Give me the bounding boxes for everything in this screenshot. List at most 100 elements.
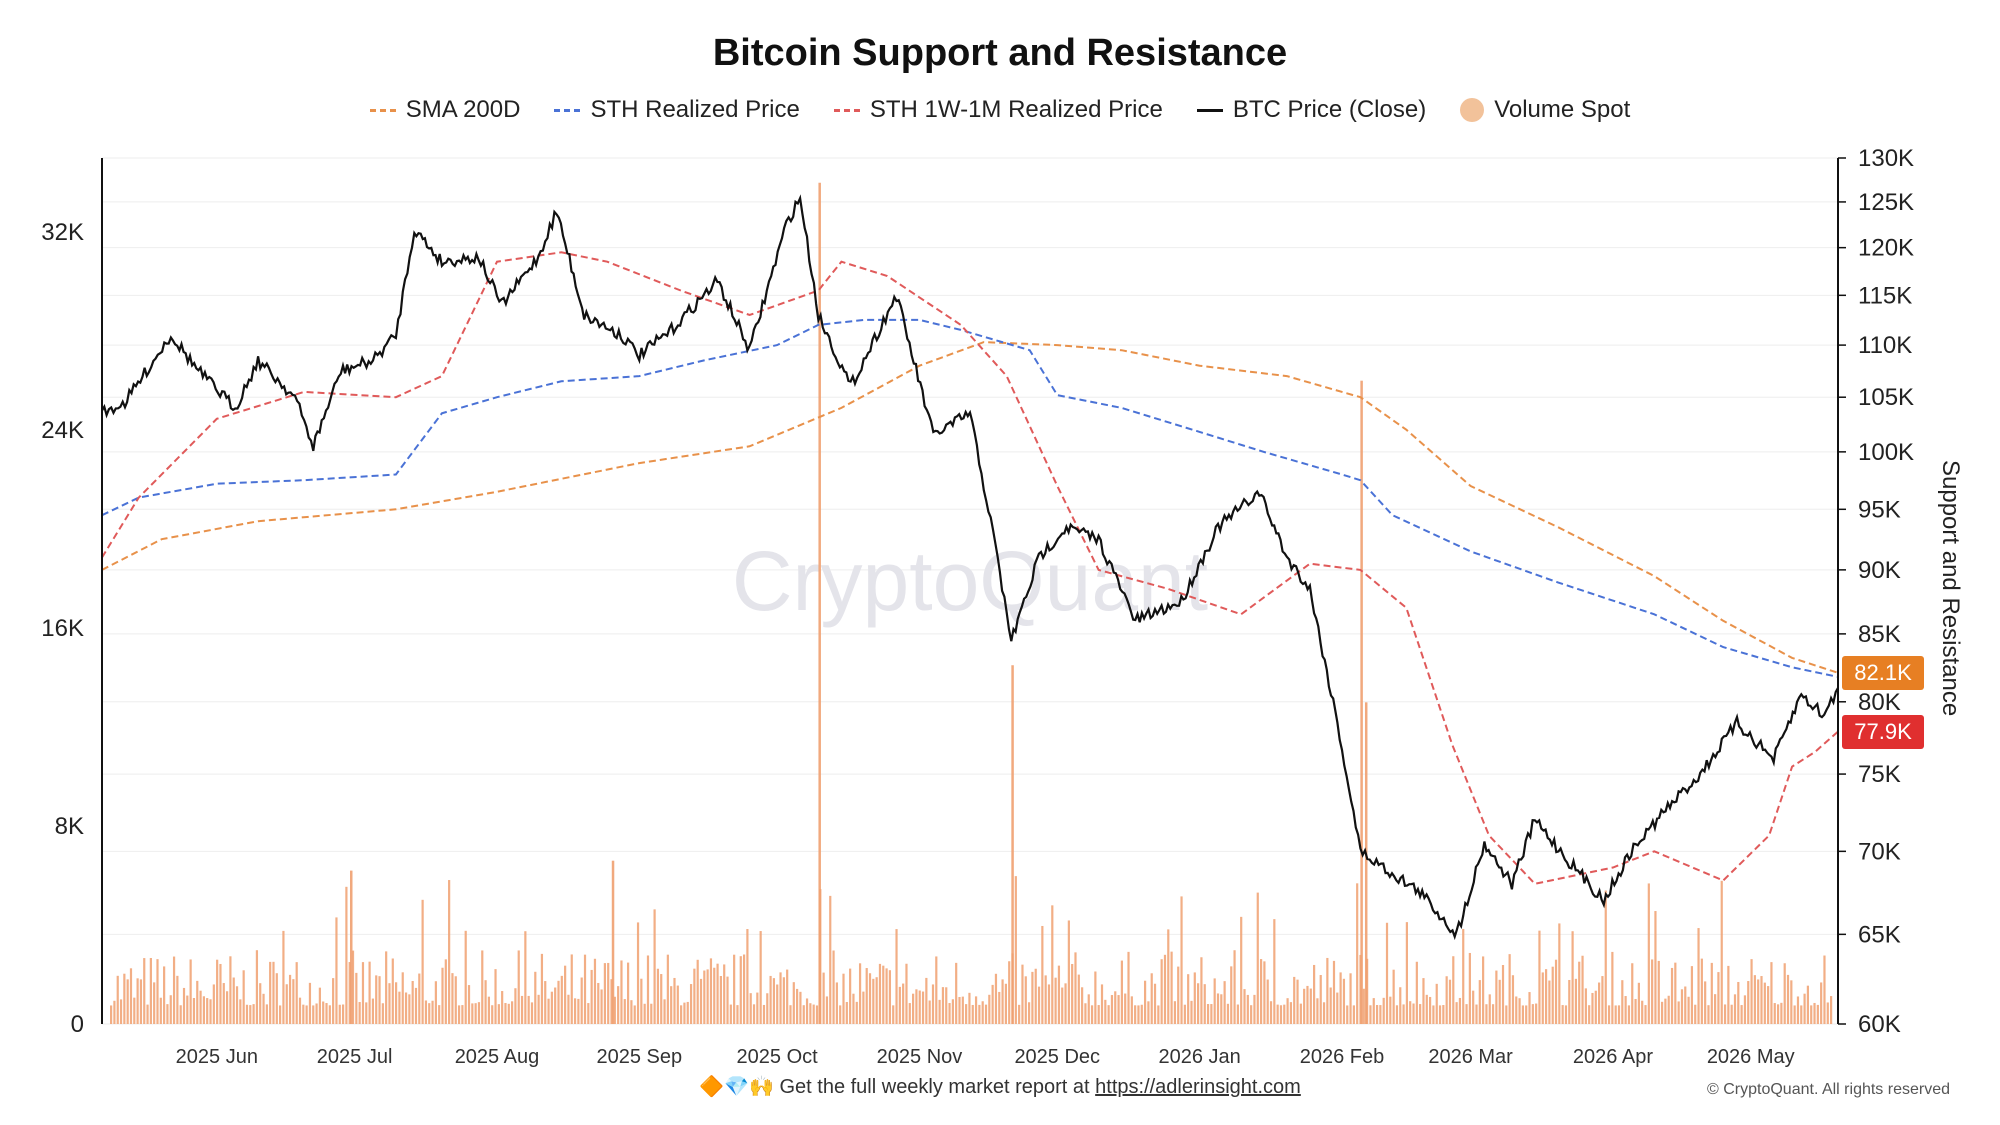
volume-bar bbox=[381, 1003, 384, 1024]
volume-bar bbox=[259, 983, 262, 1024]
volume-bar bbox=[123, 973, 126, 1024]
volume-bar bbox=[507, 1003, 510, 1024]
volume-bar bbox=[888, 970, 892, 1024]
volume-bar bbox=[1329, 987, 1332, 1024]
legend-item-sma-200d[interactable]: SMA 200D bbox=[369, 96, 520, 124]
volume-bar bbox=[1034, 968, 1037, 1024]
volume-bar bbox=[643, 1003, 646, 1024]
volume-bar bbox=[139, 979, 143, 1024]
volume-bar bbox=[1177, 966, 1180, 1024]
volume-bar bbox=[733, 954, 736, 1024]
volume-bar bbox=[1521, 1005, 1524, 1024]
volume-bar bbox=[1743, 995, 1747, 1024]
volume-bar bbox=[1750, 959, 1753, 1024]
volume-bar bbox=[1790, 980, 1793, 1024]
volume-bar bbox=[424, 1000, 428, 1024]
volume-bar bbox=[965, 1004, 968, 1024]
volume-bar bbox=[345, 886, 348, 1024]
volume-bar bbox=[1193, 972, 1196, 1024]
volume-bar bbox=[1535, 1003, 1538, 1024]
right-tick-label-1: 65K bbox=[1858, 921, 1901, 948]
volume-bar bbox=[1346, 1005, 1349, 1024]
volume-bar bbox=[1409, 1001, 1412, 1024]
volume-bar bbox=[1780, 1002, 1783, 1024]
volume-bar bbox=[1607, 1005, 1611, 1024]
volume-bar bbox=[693, 968, 696, 1024]
volume-bar bbox=[282, 930, 285, 1024]
volume-bar bbox=[156, 959, 159, 1024]
volume-bar bbox=[1823, 955, 1826, 1024]
volume-bar bbox=[1263, 961, 1266, 1024]
volume-bar bbox=[325, 1003, 328, 1024]
legend-item-btc-price[interactable]: BTC Price (Close) bbox=[1196, 96, 1426, 124]
volume-bar bbox=[663, 999, 666, 1024]
volume-bar bbox=[1614, 1005, 1617, 1024]
volume-bar bbox=[395, 982, 398, 1024]
volume-bar bbox=[1435, 983, 1438, 1024]
volume-bar bbox=[1183, 1004, 1186, 1024]
volume-bar bbox=[699, 978, 703, 1024]
volume-bar bbox=[938, 999, 941, 1024]
volume-bar bbox=[1220, 994, 1223, 1024]
volume-bar bbox=[1299, 1003, 1302, 1024]
volume-bar bbox=[955, 962, 958, 1024]
volume-bar bbox=[1670, 967, 1674, 1024]
last-value-badge-sma: 82.1K bbox=[1842, 655, 1924, 690]
volume-bar bbox=[815, 1005, 819, 1024]
volume-bar bbox=[1084, 1003, 1087, 1024]
legend-item-sth-1w1m[interactable]: STH 1W-1M Realized Price bbox=[833, 96, 1163, 124]
volume-bar bbox=[1564, 1005, 1568, 1024]
series-line-1 bbox=[101, 318, 1839, 678]
volume-bar bbox=[1067, 920, 1070, 1024]
right-tick-label-7: 95K bbox=[1858, 496, 1901, 523]
volume-bar bbox=[504, 1002, 507, 1024]
volume-bar bbox=[159, 997, 162, 1024]
volume-bar bbox=[1501, 965, 1505, 1024]
volume-bar bbox=[1143, 980, 1147, 1024]
volume-bar bbox=[706, 969, 709, 1024]
volume-bar bbox=[1813, 1002, 1816, 1024]
volume-bar bbox=[935, 956, 938, 1024]
legend-item-volume-spot[interactable]: Volume Spot bbox=[1460, 96, 1630, 124]
watermark: CryptoQuant bbox=[732, 534, 1208, 628]
volume-spike-4 bbox=[1360, 380, 1363, 1025]
volume-bar bbox=[557, 980, 560, 1024]
volume-bar bbox=[1793, 1005, 1796, 1024]
volume-bar bbox=[686, 1001, 689, 1024]
volume-bar bbox=[799, 991, 802, 1024]
volume-bar bbox=[1554, 959, 1558, 1024]
volume-bar bbox=[265, 1004, 268, 1024]
volume-bar bbox=[1776, 1004, 1780, 1024]
volume-bar bbox=[1233, 950, 1236, 1024]
volume-bar bbox=[945, 987, 948, 1024]
volume-bar bbox=[1604, 890, 1607, 1024]
volume-bar bbox=[484, 980, 487, 1024]
volume-bar bbox=[398, 991, 401, 1024]
x-tick-label-7: 2026 Jan bbox=[1158, 1046, 1240, 1068]
volume-bar bbox=[308, 982, 312, 1024]
volume-bar bbox=[1700, 958, 1703, 1024]
right-axis-title: Support and Resistance bbox=[1937, 460, 1964, 717]
volume-bar bbox=[1051, 905, 1054, 1024]
volume-bar bbox=[868, 973, 872, 1024]
volume-bar bbox=[1356, 883, 1359, 1024]
volume-bar bbox=[408, 994, 411, 1024]
volume-bar bbox=[951, 999, 954, 1024]
volume-bar bbox=[481, 950, 484, 1024]
volume-bar bbox=[1680, 989, 1684, 1024]
volume-bar bbox=[1090, 1005, 1094, 1024]
volume-bar bbox=[1710, 962, 1713, 1024]
volume-bar bbox=[1130, 996, 1133, 1024]
legend-label-volume: Volume Spot bbox=[1494, 96, 1631, 123]
volume-bar bbox=[968, 992, 971, 1024]
volume-bar bbox=[1375, 1005, 1379, 1024]
footer-link[interactable]: https://adlerinsight.com bbox=[1095, 1076, 1301, 1098]
volume-bar bbox=[1296, 979, 1299, 1024]
volume-bar bbox=[189, 959, 192, 1024]
volume-bar bbox=[1594, 990, 1597, 1024]
legend-item-sth-realized[interactable]: STH Realized Price bbox=[554, 96, 800, 124]
volume-bar bbox=[875, 977, 878, 1024]
volume-bar bbox=[1001, 979, 1004, 1024]
volume-bar bbox=[348, 962, 351, 1024]
right-tick-label-11: 115K bbox=[1858, 282, 1912, 309]
